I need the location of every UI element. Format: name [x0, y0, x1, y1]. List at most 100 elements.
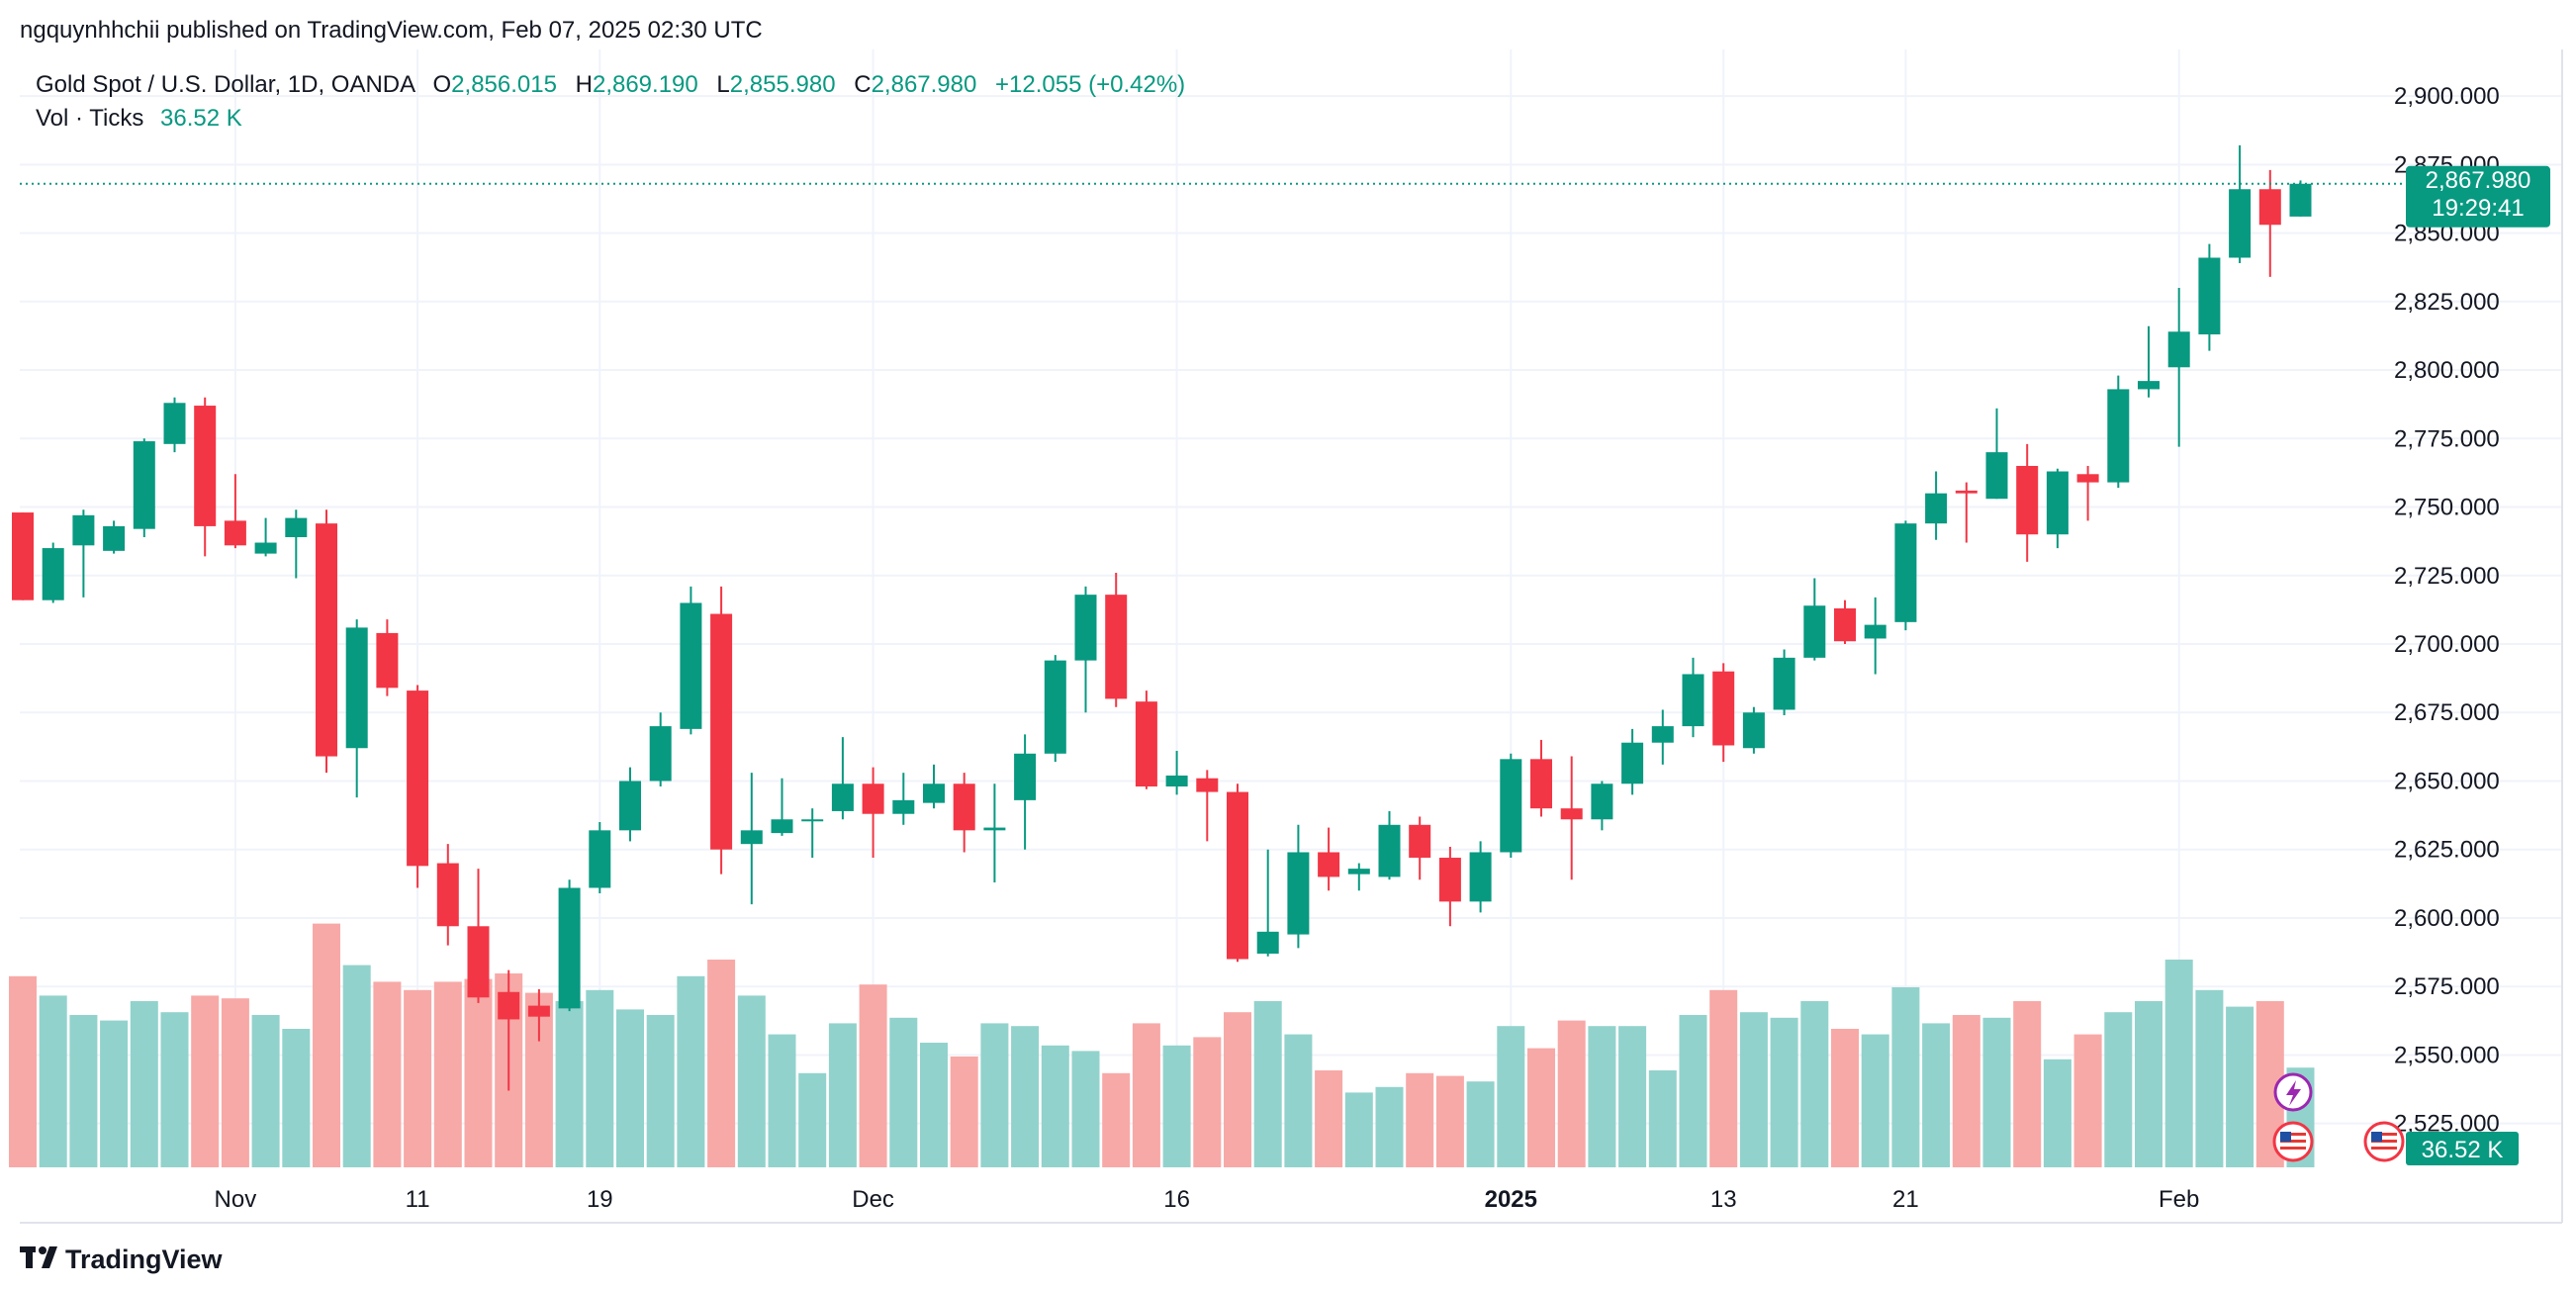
candle-body: [163, 403, 186, 444]
candle: [649, 712, 672, 787]
volume-bar: [1618, 1026, 1647, 1167]
candle-body: [1682, 674, 1704, 727]
candle-body: [498, 991, 520, 1020]
candle-body: [589, 830, 611, 888]
candle: [1742, 706, 1765, 754]
candle: [133, 438, 155, 537]
volume-bar: [2135, 1001, 2162, 1167]
candle: [1105, 572, 1128, 707]
candle: [1438, 846, 1461, 927]
candle-body: [1318, 852, 1340, 877]
candle-body: [1651, 726, 1674, 743]
volume-bar: [2104, 1012, 2133, 1167]
candle-body: [2258, 189, 2281, 226]
volume-bar: [1527, 1048, 1555, 1167]
candle: [771, 778, 793, 836]
candle-body: [1803, 605, 1826, 658]
y-tick-label: 2,575.000: [2394, 973, 2500, 1000]
volume-bar: [677, 975, 705, 1167]
candle: [2258, 169, 2281, 277]
candle-body: [2138, 381, 2160, 390]
candle-body: [285, 517, 308, 537]
candle: [1530, 739, 1552, 817]
volume-bar: [920, 1043, 948, 1167]
y-tick-label: 2,825.000: [2394, 289, 2500, 316]
volume-bar: [130, 1001, 158, 1167]
y-tick-label: 2,650.000: [2394, 768, 2500, 794]
volume-bar: [1284, 1034, 1313, 1167]
candle: [2138, 325, 2160, 398]
volume-bar: [1497, 1026, 1525, 1167]
x-tick-label: Nov: [215, 1186, 257, 1213]
candle-body: [133, 441, 155, 529]
us-flag-event-icon[interactable]: [2272, 1121, 2314, 1162]
volume-bar: [1224, 1012, 1251, 1167]
candle: [1712, 663, 1735, 763]
candle-body: [1074, 595, 1097, 661]
candle: [740, 773, 763, 905]
candle-body: [407, 691, 429, 867]
volume-badge-label: 36.52 K: [2422, 1137, 2504, 1163]
candle-body: [1834, 608, 1856, 642]
candle-body: [710, 613, 733, 850]
volume-bar: [191, 995, 220, 1167]
volume-bar: [100, 1020, 129, 1167]
volume-bar: [464, 978, 493, 1167]
candle-body: [527, 1005, 550, 1017]
candle-body: [649, 726, 672, 782]
candle-body: [558, 887, 581, 1009]
volume-bar: [1588, 1026, 1616, 1167]
volume-bar: [39, 995, 67, 1167]
candle-body: [923, 783, 945, 803]
tradingview-logo[interactable]: TradingView: [20, 1244, 224, 1274]
low-value: 2,855.980: [730, 71, 836, 98]
candle-body: [892, 799, 915, 814]
candle: [72, 509, 95, 598]
volume-bar: [2164, 960, 2193, 1167]
volume-bar: [1406, 1072, 1434, 1167]
time-axis[interactable]: Nov 11 19 Dec 16 2025 13 21 Feb: [215, 1186, 2200, 1213]
candle: [619, 767, 641, 842]
high-label: H: [576, 71, 593, 98]
candle: [527, 988, 550, 1042]
candle-body: [1014, 753, 1037, 800]
candle-body: [1621, 742, 1644, 784]
volume-bar: [1315, 1070, 1343, 1167]
candle-body: [1165, 775, 1188, 787]
candle-body: [1742, 712, 1765, 749]
high-value: 2,869.190: [593, 71, 698, 98]
volume-bar: [1132, 1023, 1160, 1167]
candle: [1165, 751, 1188, 795]
candle: [194, 397, 217, 557]
candle: [2198, 243, 2221, 351]
candle-body: [467, 926, 490, 998]
candle: [2107, 375, 2130, 489]
volume-bar: [313, 923, 340, 1167]
us-flag-event-icon-2[interactable]: [2363, 1121, 2405, 1162]
candle-body: [1530, 759, 1552, 809]
volume-bar: [1344, 1092, 1373, 1167]
candle-body: [1469, 852, 1492, 902]
lightning-event-icon[interactable]: [2273, 1072, 2313, 1112]
candle: [254, 517, 277, 557]
candle-body: [1287, 852, 1310, 935]
volume-bar: [1648, 1070, 1677, 1167]
candle-body: [740, 830, 763, 845]
candle-body: [953, 783, 975, 831]
last-price-badge: 2,867.980 19:29:41: [2406, 165, 2550, 228]
candle-body: [1347, 869, 1370, 875]
candle: [1044, 655, 1066, 763]
volume-bar: [1922, 1023, 1951, 1167]
candle-body: [1438, 858, 1461, 902]
y-tick-label: 2,750.000: [2394, 495, 2500, 521]
candle: [1135, 691, 1157, 789]
candle-body: [1773, 657, 1795, 710]
open-label: O: [433, 71, 452, 98]
tradingview-brand: TradingView: [65, 1244, 224, 1274]
candle: [558, 879, 581, 1012]
x-tick-label: 19: [587, 1186, 613, 1213]
volume-bar: [1952, 1015, 1980, 1167]
candle-body: [2167, 331, 2190, 368]
candle-body: [1409, 824, 1431, 859]
